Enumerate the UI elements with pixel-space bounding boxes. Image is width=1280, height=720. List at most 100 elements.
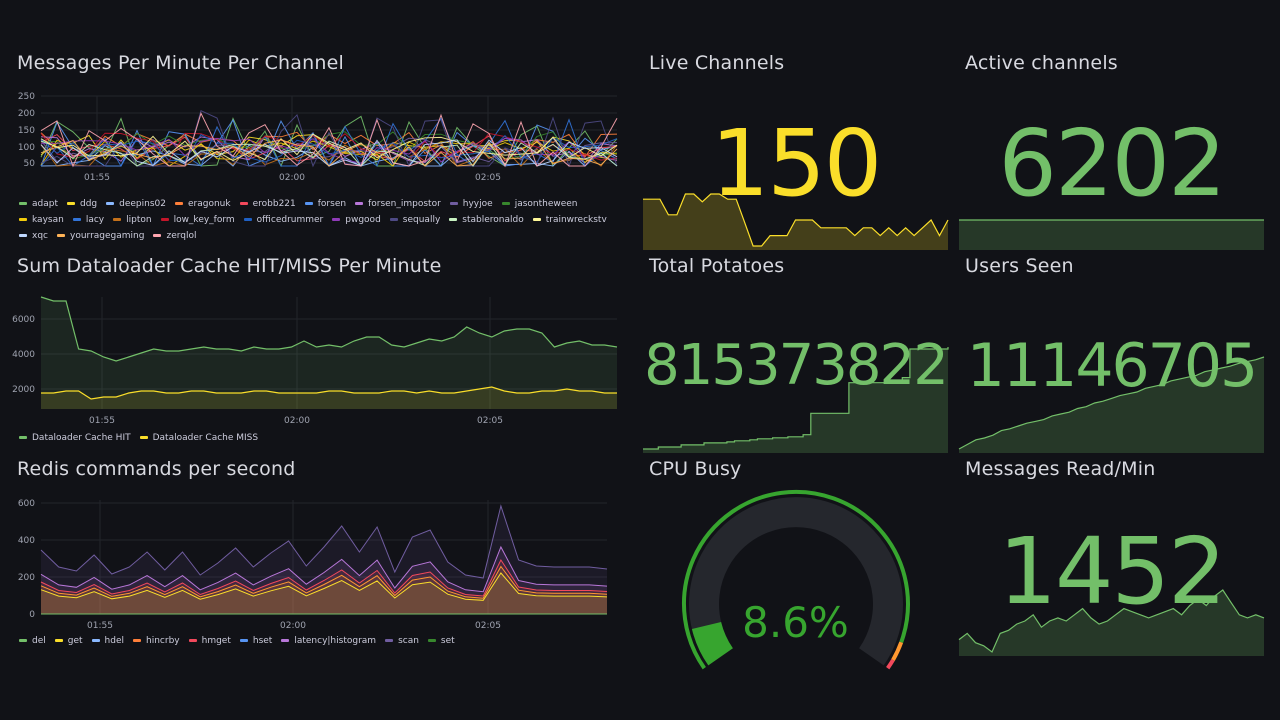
- panel-cpu-busy[interactable]: CPU Busy 8.6%: [643, 458, 948, 670]
- legend-item[interactable]: lacy: [72, 212, 104, 228]
- panel-users-seen[interactable]: Users Seen 11146705: [958, 255, 1265, 453]
- legend-label: del: [32, 636, 46, 646]
- y-tick-label: 200: [18, 109, 35, 119]
- legend-item[interactable]: Dataloader Cache HIT: [19, 430, 131, 446]
- legend-label: Dataloader Cache HIT: [32, 433, 131, 443]
- sparkline-area: [959, 590, 1264, 656]
- legend-item[interactable]: eragonuk: [175, 196, 231, 212]
- legend-item[interactable]: low_key_form: [160, 212, 235, 228]
- panel-title[interactable]: Sum Dataloader Cache HIT/MISS Per Minute: [17, 255, 442, 277]
- panel-title[interactable]: Live Channels: [649, 52, 785, 74]
- legend-item[interactable]: deepins02: [106, 196, 166, 212]
- legend-item[interactable]: forsen_impostor: [355, 196, 441, 212]
- legend-swatch: [153, 234, 162, 237]
- legend-label: adapt: [32, 199, 58, 209]
- series-line: [40, 139, 618, 167]
- series-area: [41, 297, 617, 409]
- legend-item[interactable]: trainwreckstv: [532, 212, 607, 228]
- sparkline-line: [643, 193, 949, 247]
- legend-label: zerqlol: [166, 231, 197, 241]
- legend-item[interactable]: zerqlol: [153, 228, 197, 244]
- legend-item[interactable]: hdel: [91, 633, 124, 649]
- legend-item[interactable]: latency|histogram: [281, 633, 376, 649]
- legend-item[interactable]: jasontheween: [501, 196, 578, 212]
- legend-item[interactable]: stableronaldo: [449, 212, 524, 228]
- threshold-orange: [891, 641, 904, 661]
- series-line: [40, 133, 618, 162]
- y-tick-label: 50: [24, 159, 36, 169]
- panel-total-potatoes[interactable]: Total Potatoes 815373822: [643, 255, 949, 453]
- legend-item[interactable]: ddg: [67, 196, 97, 212]
- y-tick-label: 100: [18, 143, 35, 153]
- y-tick-label: 250: [18, 92, 35, 102]
- legend-swatch: [19, 202, 27, 205]
- legend-swatch: [532, 218, 541, 221]
- panel-title[interactable]: Active channels: [965, 52, 1118, 74]
- legend-label: hmget: [201, 636, 231, 646]
- legend-item[interactable]: forsen: [304, 196, 346, 212]
- legend-swatch: [54, 639, 63, 642]
- panel-title[interactable]: Redis commands per second: [17, 458, 296, 480]
- legend-item[interactable]: get: [54, 633, 83, 649]
- legend-swatch: [67, 202, 75, 205]
- series-line: [40, 572, 608, 601]
- legend-item[interactable]: sequally: [389, 212, 440, 228]
- sparkline-area: [643, 347, 948, 453]
- total-potatoes-value: 815373822: [644, 333, 949, 398]
- panel-redis-commands[interactable]: Redis commands per second 600 400 200 0 01:5…: [17, 458, 629, 648]
- legend-item[interactable]: del: [19, 633, 46, 649]
- total-potatoes-sparkline: [643, 347, 949, 453]
- legend-swatch: [281, 639, 290, 642]
- y-tick-label: 0: [29, 610, 35, 620]
- gauge-track: [689, 497, 903, 666]
- legend-item[interactable]: scan: [385, 633, 419, 649]
- live-channels-sparkline: [643, 193, 949, 250]
- legend-label: deepins02: [119, 199, 166, 209]
- x-tick-label: 02:00: [279, 173, 305, 183]
- series-line: [40, 140, 618, 167]
- legend-swatch: [106, 202, 115, 205]
- panel-cache-hit-miss[interactable]: Sum Dataloader Cache HIT/MISS Per Minute…: [12, 255, 629, 446]
- legend-item[interactable]: kaysan: [19, 212, 64, 228]
- panel-title[interactable]: Users Seen: [965, 255, 1074, 277]
- messages-timeseries-chart[interactable]: 250 200 150 100 50 01:55 02:00 02:05: [17, 90, 629, 200]
- legend-item[interactable]: hset: [239, 633, 272, 649]
- legend-label: Dataloader Cache MISS: [152, 433, 259, 443]
- sparkline-line: [958, 589, 1265, 653]
- cache-timeseries-chart[interactable]: 6000 4000 2000 01:55 02:00 02:05: [12, 289, 629, 429]
- series-area: [41, 573, 607, 614]
- panel-live-channels[interactable]: Live Channels 150: [643, 52, 949, 250]
- legend-item[interactable]: set: [427, 633, 455, 649]
- legend-label: hincrby: [146, 636, 180, 646]
- panel-title[interactable]: Messages Per Minute Per Channel: [17, 52, 344, 74]
- sparkline-line: [643, 347, 949, 450]
- legend-swatch: [427, 639, 436, 642]
- panel-title[interactable]: Total Potatoes: [649, 255, 785, 277]
- legend-label: scan: [398, 636, 419, 646]
- legend-item[interactable]: erobb221: [239, 196, 296, 212]
- redis-timeseries-chart[interactable]: 600 400 200 0 01:55 02:00 02:05: [17, 492, 629, 632]
- series-line: [40, 133, 618, 163]
- legend-swatch: [449, 218, 458, 221]
- legend-item[interactable]: yourragegaming: [57, 228, 144, 244]
- panel-title[interactable]: CPU Busy: [649, 458, 742, 480]
- gauge-value-arc: [691, 621, 734, 666]
- legend-swatch: [72, 218, 81, 221]
- series-line: [40, 504, 608, 579]
- x-tick-label: 01:55: [87, 621, 113, 631]
- legend-item[interactable]: lipton: [113, 212, 152, 228]
- panel-messages-read[interactable]: Messages Read/Min 1452: [958, 458, 1265, 656]
- panel-messages-per-minute[interactable]: Messages Per Minute Per Channel 250 200 15…: [17, 52, 629, 242]
- panel-title[interactable]: Messages Read/Min: [965, 458, 1156, 480]
- legend-item[interactable]: hincrby: [133, 633, 180, 649]
- legend-item[interactable]: officedrummer: [243, 212, 323, 228]
- legend-item[interactable]: hyyjoe: [449, 196, 493, 212]
- series-line: [40, 545, 608, 593]
- legend-swatch: [332, 218, 341, 221]
- legend-item[interactable]: adapt: [19, 196, 58, 212]
- legend-item[interactable]: Dataloader Cache MISS: [139, 430, 259, 446]
- legend-item[interactable]: pwgood: [332, 212, 381, 228]
- legend-item[interactable]: hmget: [188, 633, 231, 649]
- panel-active-channels[interactable]: Active channels 6202: [959, 52, 1264, 250]
- legend-item[interactable]: xqc: [19, 228, 48, 244]
